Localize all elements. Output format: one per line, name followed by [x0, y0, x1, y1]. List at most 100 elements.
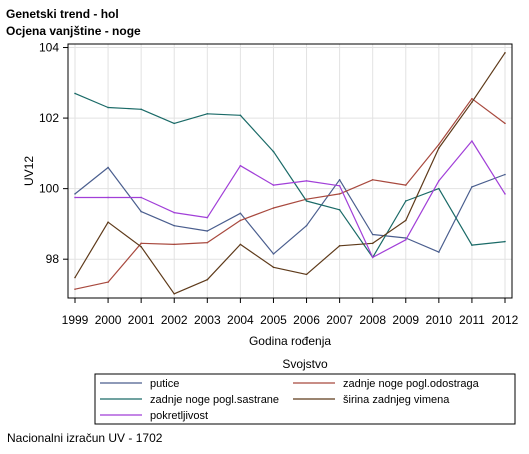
series-line [74, 52, 506, 295]
y-axis-label: UV12 [22, 156, 36, 186]
x-tick-label: 2010 [425, 313, 452, 327]
data-point [74, 288, 76, 290]
data-point [504, 193, 506, 195]
data-point [338, 185, 341, 187]
series-group [74, 52, 506, 295]
x-tick-label: 2008 [359, 313, 386, 327]
x-tick-label: 2004 [227, 313, 254, 327]
legend-title: Svojstvo [282, 357, 328, 371]
data-point [173, 211, 176, 214]
data-point [74, 193, 76, 195]
data-point [504, 240, 506, 243]
data-point [471, 97, 473, 100]
data-point [305, 224, 308, 227]
data-point [471, 140, 473, 142]
y-axis: 98 100 102 104 [39, 41, 68, 266]
data-point [173, 243, 176, 246]
data-point [239, 164, 242, 167]
series-line [74, 98, 506, 290]
data-point [272, 150, 275, 153]
chart-title: Genetski trend - hol [6, 7, 119, 21]
data-point [140, 242, 142, 245]
data-point [338, 209, 341, 211]
data-point [206, 230, 209, 232]
chart-subtitle: Ocjena vanjštine - noge [6, 24, 141, 38]
data-point [74, 92, 76, 95]
x-axis: 1999 2000 2001 2002 2003 2004 2005 2006 2007 2008… [62, 298, 519, 327]
data-point [338, 193, 341, 195]
data-point [206, 278, 209, 281]
x-tick-label: 2002 [161, 313, 188, 327]
data-point [140, 196, 142, 199]
data-point [305, 200, 308, 202]
x-tick-label: 2007 [326, 313, 353, 327]
title-block: Genetski trend - hol Ocjena vanjštine - … [6, 6, 141, 40]
x-tick-label: 2001 [128, 313, 155, 327]
x-tick-label: 2006 [293, 313, 320, 327]
data-point [74, 196, 76, 199]
data-point [371, 179, 374, 181]
data-point [338, 179, 341, 181]
data-point [438, 143, 440, 146]
data-point [404, 238, 407, 241]
series-line [75, 140, 506, 258]
footnote: Nacionalni izračun UV - 1702 [7, 431, 163, 445]
grid-lines [68, 44, 512, 298]
data-point [107, 221, 109, 223]
y-tick-label: 98 [46, 252, 60, 266]
x-tick-label: 2011 [459, 313, 485, 327]
x-axis-label: Godina rođenja [249, 334, 331, 348]
x-tick-label: 2000 [95, 313, 122, 327]
data-point [272, 266, 275, 269]
data-point [404, 184, 407, 186]
data-point [239, 114, 242, 117]
x-tick-label: 2009 [392, 313, 419, 327]
legend-label: putice [150, 378, 179, 390]
data-point [404, 219, 407, 222]
legend-label: širina zadnjeg vimena [343, 394, 450, 406]
legend: putice zadnje noge pogl.odostraga zadnje n… [100, 378, 480, 422]
data-point [239, 212, 242, 215]
legend-box [94, 373, 516, 425]
data-point [206, 113, 209, 115]
data-point [438, 147, 440, 149]
data-point [471, 186, 473, 188]
y-tick-label: 104 [39, 41, 59, 55]
data-point [272, 253, 275, 255]
data-point [107, 166, 109, 169]
data-point [305, 180, 308, 182]
data-point [471, 101, 473, 104]
legend-label: zadnje noge pogl.odostraga [343, 378, 480, 390]
data-point [206, 241, 209, 244]
y-tick-label: 100 [39, 182, 59, 196]
plot-area [67, 43, 513, 299]
data-point [438, 251, 440, 253]
series-line [74, 166, 506, 255]
x-tick-label: 2003 [194, 313, 221, 327]
x-tick-label: 2005 [260, 313, 287, 327]
legend-label: pokretljivost [150, 410, 208, 422]
data-point [338, 244, 341, 247]
legend-label: zadnje noge pogl.sastrane [150, 394, 279, 406]
data-point [371, 256, 374, 259]
y-tick-label: 102 [39, 111, 59, 125]
x-tick-label: 2012 [492, 313, 519, 327]
data-point [107, 281, 109, 283]
data-point [173, 292, 176, 295]
data-point [371, 233, 374, 236]
data-point [438, 180, 440, 182]
data-point [140, 246, 142, 248]
data-point [438, 187, 440, 190]
data-point [404, 200, 407, 202]
data-point [504, 52, 506, 54]
data-point [173, 224, 176, 227]
data-point [504, 122, 506, 125]
data-point [140, 108, 142, 111]
data-point [272, 184, 275, 186]
data-point [371, 242, 374, 245]
data-point [140, 210, 142, 213]
data-point [239, 219, 242, 222]
data-point [239, 243, 242, 246]
data-point [471, 244, 473, 246]
